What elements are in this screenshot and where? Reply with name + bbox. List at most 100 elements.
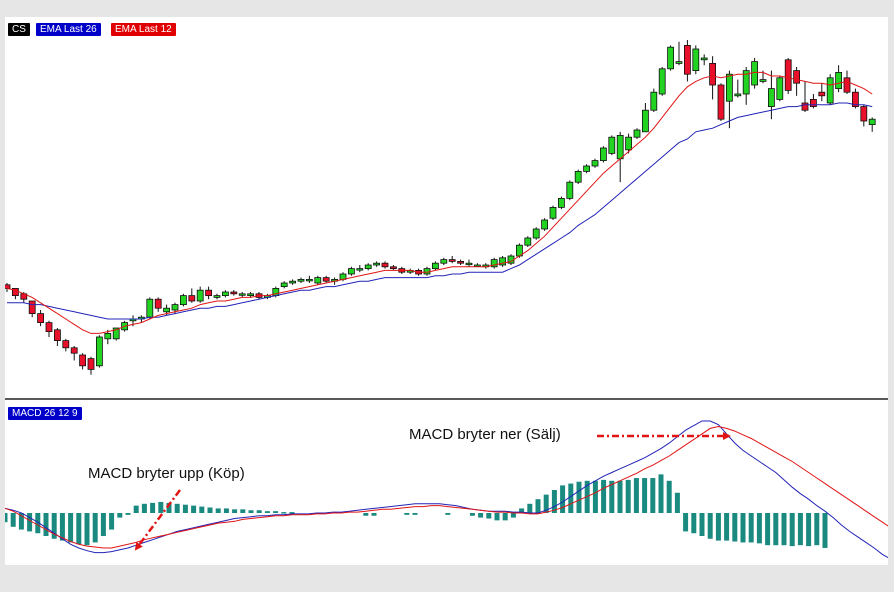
histogram-bar [617, 480, 623, 513]
candle-down [801, 102, 809, 111]
histogram-bar [683, 513, 689, 532]
candle-up [356, 268, 364, 271]
candle-down [784, 59, 792, 91]
candle-down [45, 322, 53, 333]
candle-up [297, 278, 305, 282]
annotation-arrows [134, 432, 731, 551]
histogram-bar [576, 481, 582, 513]
annotation-buy: MACD bryter upp (Köp) [88, 465, 245, 482]
candle-up [465, 262, 473, 266]
histogram-bar [5, 513, 8, 523]
histogram-bar [133, 505, 139, 513]
histogram-bar [371, 513, 377, 516]
macd-pane [5, 420, 888, 559]
candle-up [868, 118, 876, 125]
candle-up [600, 147, 607, 161]
histogram-bar [543, 494, 549, 513]
candle-up [112, 327, 120, 340]
histogram-bar [109, 513, 115, 530]
histogram-bar [76, 513, 82, 545]
histogram-bar [404, 513, 410, 515]
candle-down [79, 354, 86, 367]
candle-down [843, 77, 851, 93]
ema26-line [7, 102, 873, 320]
legend-macd: MACD 26 12 9 [7, 406, 83, 421]
candle-down [154, 298, 162, 309]
histogram-bar [27, 513, 33, 532]
histogram-bar [535, 499, 541, 513]
candle-up [179, 295, 187, 306]
annotation-sell: MACD bryter ner (Sälj) [409, 426, 561, 443]
histogram-bar [68, 513, 74, 543]
candle-down [37, 313, 44, 324]
histogram-bar [658, 474, 664, 513]
histogram-bar [699, 513, 705, 536]
candle-down [87, 358, 95, 370]
candle-up [633, 129, 641, 138]
histogram-bar [232, 509, 238, 513]
candle-up [314, 277, 322, 284]
candle-down [389, 266, 397, 270]
histogram-bar [592, 480, 598, 513]
histogram-bar [519, 508, 525, 513]
histogram-bar [125, 513, 131, 515]
candle-up [566, 181, 574, 199]
histogram-bar [207, 507, 213, 513]
candle-up [238, 293, 246, 296]
macd-line [5, 420, 888, 559]
candle-up [104, 332, 112, 340]
candle-down [205, 289, 213, 297]
candle-down [793, 70, 800, 84]
histogram-bar [740, 513, 746, 543]
candle-up [473, 264, 481, 267]
candle-up [280, 282, 288, 287]
histogram-bar [510, 513, 516, 518]
histogram-bar [650, 478, 656, 513]
candle-up [541, 219, 548, 230]
histogram-bar [674, 492, 680, 513]
legend-cs: CS [7, 22, 31, 37]
histogram-bar [748, 513, 754, 543]
histogram-bar [51, 513, 57, 539]
histogram-bar [182, 504, 188, 513]
candle-up [835, 72, 842, 90]
ema12-line [6, 71, 873, 334]
candle-up [431, 262, 439, 269]
candle-up [625, 136, 632, 151]
histogram-bar [289, 512, 295, 514]
histogram-bar [486, 513, 492, 519]
candle-up [759, 79, 767, 82]
histogram-bar [412, 513, 418, 515]
legend-ema12: EMA Last 12 [110, 22, 177, 37]
histogram-bar [756, 513, 762, 544]
candle-up [700, 57, 708, 61]
candle-up [642, 109, 649, 133]
histogram-bar [560, 485, 566, 513]
histogram-bar [273, 511, 279, 513]
histogram-bar [527, 503, 533, 513]
candle-up [734, 93, 742, 97]
histogram-bar [84, 513, 90, 546]
candle-up [768, 88, 775, 107]
candle-up [171, 304, 179, 311]
histogram-bar [445, 513, 451, 515]
histogram-bar [240, 509, 246, 513]
candle-down [684, 44, 691, 75]
candle-down [70, 347, 78, 354]
histogram-bar [92, 513, 98, 543]
candle-up [616, 135, 624, 160]
histogram-bar [666, 480, 672, 513]
candle-down [717, 84, 725, 120]
candle-down [5, 284, 11, 289]
candle-up [658, 68, 666, 95]
candle-up [591, 160, 599, 167]
candle-up [532, 228, 540, 239]
histogram-bar [158, 501, 164, 513]
histogram-bar [822, 513, 828, 548]
candle-down [810, 99, 817, 108]
legend-ema26: EMA Last 26 [35, 22, 102, 37]
histogram-bar [609, 480, 615, 513]
histogram-bar [166, 502, 172, 513]
histogram-bar [551, 490, 557, 513]
histogram-bar [765, 513, 771, 546]
